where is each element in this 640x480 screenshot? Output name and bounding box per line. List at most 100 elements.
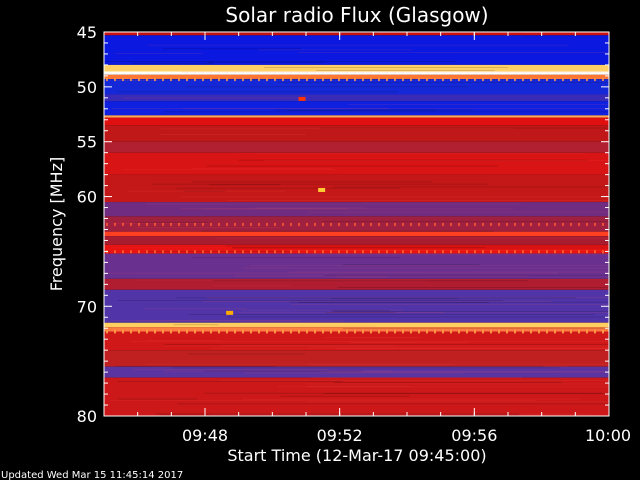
texture-dot [202,330,204,334]
texture-dot [306,78,308,82]
texture-streak [134,221,209,223]
texture-dot [442,330,444,334]
texture-dot [570,222,572,226]
texture-dot [570,78,572,82]
texture-streak [127,190,286,192]
texture-streak [182,108,609,110]
texture-streak [173,324,219,326]
texture-dot [122,78,124,82]
texture-streak [342,328,609,330]
texture-streak [118,398,198,400]
texture-dot [250,250,252,254]
texture-dot [370,250,372,254]
texture-dot [578,250,580,254]
texture-dot [394,250,396,254]
frequency-band [104,71,609,75]
texture-streak [333,382,562,384]
texture-dot [370,222,372,226]
frequency-band [104,216,609,232]
texture-dot [562,222,564,226]
texture-dot [154,222,156,226]
texture-dot [306,330,308,334]
y-tick-label: 55 [77,133,97,152]
texture-streak [160,128,514,130]
texture-dot [322,222,324,226]
texture-streak [327,311,609,313]
texture-dot [426,78,428,82]
texture-dot [386,250,388,254]
texture-dot [346,330,348,334]
texture-streak [306,401,609,403]
texture-dot [162,78,164,82]
texture-streak [163,370,393,372]
texture-dot [602,78,604,82]
y-tick-label: 60 [77,188,97,207]
y-tick-label: 50 [77,78,97,97]
x-tick-label: 10:00 [585,426,631,445]
texture-dot [114,330,116,334]
texture-dot [362,250,364,254]
texture-dot [274,78,276,82]
texture-dot [386,222,388,226]
frequency-band [104,327,609,332]
texture-streak [115,365,544,367]
texture-dot [178,250,180,254]
texture-dot [346,78,348,82]
texture-dot [194,222,196,226]
frequency-band [104,115,609,118]
texture-dot [338,250,340,254]
texture-dot [186,250,188,254]
texture-streak [110,400,536,402]
texture-dot [266,78,268,82]
texture-dot [274,330,276,334]
texture-streak [117,91,398,93]
texture-dot [322,330,324,334]
texture-streak [298,302,490,303]
texture-dot [314,78,316,82]
texture-dot [298,78,300,82]
texture-dot [378,330,380,334]
frequency-band [104,244,609,254]
texture-dot [314,222,316,226]
texture-dot [474,250,476,254]
texture-streak [201,208,514,210]
texture-dot [578,330,580,334]
updated-timestamp: Updated Wed Mar 15 11:45:14 2017 [1,470,183,480]
texture-dot [322,250,324,254]
texture-streak [162,48,302,50]
texture-dot [330,250,332,254]
texture-dot [138,250,140,254]
texture-dot [114,78,116,82]
texture-streak [115,53,203,54]
texture-dot [258,222,260,226]
texture-dot [514,78,516,82]
frequency-band [104,231,609,237]
texture-dot [522,250,524,254]
frequency-band [104,366,609,378]
texture-dot [362,78,364,82]
texture-streak [232,247,486,249]
texture-dot [426,250,428,254]
frequency-band [104,152,609,175]
texture-dot [394,330,396,334]
texture-dot [530,222,532,226]
texture-dot [210,222,212,226]
texture-dot [282,250,284,254]
texture-streak [117,300,503,301]
texture-streak [215,237,609,239]
texture-dot [226,222,228,226]
texture-dot [218,222,220,226]
texture-dot [226,250,228,254]
texture-dot [114,250,116,254]
texture-dot [522,222,524,226]
texture-dot [290,330,292,334]
texture-dot [194,330,196,334]
texture-dot [546,250,548,254]
texture-streak [206,61,325,63]
texture-dot [242,222,244,226]
texture-streak [277,82,609,84]
texture-streak [275,366,567,367]
texture-dot [146,330,148,334]
texture-dot [138,222,140,226]
texture-streak [249,265,609,267]
